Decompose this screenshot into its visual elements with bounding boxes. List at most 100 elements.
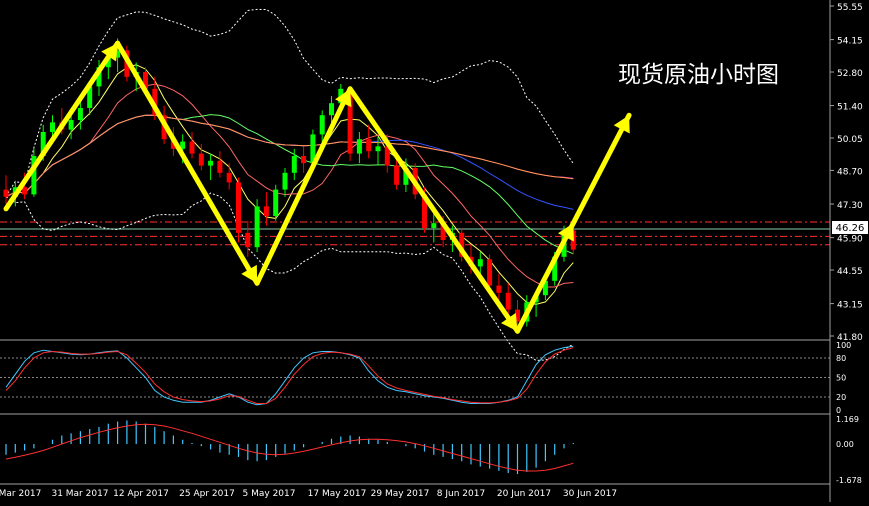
candle-body [440, 223, 446, 240]
trend-arrow-shaft [570, 112, 632, 226]
candle-body [542, 280, 548, 296]
y-tick-label: 41.80 [837, 333, 863, 343]
trend-arrow-shaft [254, 86, 353, 286]
trend-arrows [3, 40, 632, 334]
candle-body [431, 223, 437, 228]
y-tick-label: 47.30 [837, 201, 863, 211]
y-tick-label: 54.15 [837, 37, 863, 47]
trend-arrow-head [501, 312, 518, 332]
x-tick-label: 30 Jun 2017 [563, 489, 617, 499]
candle-body [22, 187, 28, 195]
current-price-label: 46.26 [832, 221, 868, 234]
trend-arrow-head [101, 43, 118, 62]
macd-tick-label: 1.169 [836, 415, 859, 424]
macd-signal [5, 423, 574, 472]
y-tick-label: 44.55 [837, 267, 863, 277]
candle-body [105, 57, 111, 68]
x-tick-label: 5 May 2017 [243, 489, 296, 499]
candle-body [236, 182, 241, 233]
candle-body [375, 146, 381, 152]
candle-body [319, 115, 325, 135]
y-tick-label: 48.70 [837, 167, 863, 177]
candle-body [263, 206, 269, 216]
candle-body [496, 285, 502, 293]
candle-body [254, 206, 260, 248]
trend-arrow-head [613, 115, 630, 134]
candle-body [87, 86, 93, 108]
moving-average-80 [5, 114, 574, 198]
candle-body [403, 168, 409, 185]
candle-body [310, 134, 316, 164]
candle-body [180, 141, 186, 149]
trend-arrow-shaft [3, 40, 121, 212]
y-tick-label: 45.90 [837, 235, 863, 245]
moving-average-10 [5, 83, 574, 288]
macd-tick-label: -1.678 [836, 476, 862, 485]
macd-pane [5, 420, 574, 475]
x-tick-label: 20 Jun 2017 [497, 489, 551, 499]
candle-body [291, 156, 297, 173]
candle-body [245, 232, 251, 248]
candle-body [329, 103, 334, 116]
candle-body [552, 256, 558, 281]
stoch-tick-label: 50 [836, 374, 846, 383]
candle-body [50, 122, 55, 132]
candle-body [384, 146, 390, 166]
x-tick-label: 29 May 2017 [371, 489, 430, 499]
stoch-line-2 [5, 347, 574, 404]
x-tick-label: Mar 2017 [0, 489, 41, 499]
candle-body [459, 232, 465, 257]
candle-body [394, 165, 400, 185]
trend-arrow-shaft [515, 220, 576, 334]
candle-body [282, 172, 288, 190]
candle-body [96, 67, 102, 87]
candle-body [226, 172, 232, 183]
candle-body [31, 156, 37, 195]
candle-body [40, 132, 46, 156]
candle-body [3, 189, 9, 197]
candle-body [189, 141, 195, 154]
x-tick-label: 25 Apr 2017 [179, 489, 235, 499]
current-price-text: 46.26 [836, 223, 865, 234]
candle-body [515, 309, 520, 322]
trend-arrow-head [557, 223, 574, 242]
stochastic-pane [0, 345, 830, 406]
candle-body [301, 156, 307, 164]
candle-body [77, 108, 83, 120]
bollinger-lower [5, 192, 574, 361]
trend-arrow-shaft [347, 86, 520, 334]
macd-tick-label: 0.00 [836, 440, 854, 449]
x-tick-label: 12 Apr 2017 [113, 489, 169, 499]
candle-body [366, 139, 372, 152]
y-tick-label: 50.05 [837, 135, 863, 145]
candle-body [505, 292, 511, 310]
candle-body [217, 160, 223, 173]
stoch-tick-label: 100 [836, 341, 851, 350]
y-tick-label: 43.15 [837, 301, 863, 311]
trend-arrow-shaft [115, 40, 260, 286]
stoch-line-1 [5, 345, 574, 406]
candle-body [198, 153, 204, 166]
candle-body [208, 160, 214, 166]
stoch-tick-label: 80 [836, 354, 846, 363]
y-tick-label: 52.80 [837, 69, 863, 79]
candle-body [487, 259, 493, 286]
candle-body [152, 88, 158, 116]
stoch-tick-label: 0 [836, 406, 841, 415]
trend-arrow-head [241, 264, 258, 284]
trend-arrow-head [335, 88, 352, 108]
moving-average-5 [5, 64, 574, 305]
y-tick-label: 55.55 [837, 3, 863, 13]
chart-title: 现货原油小时图 [618, 62, 779, 88]
y-tick-label: 51.40 [837, 103, 863, 113]
candle-body [422, 194, 427, 228]
bollinger-upper [5, 8, 574, 198]
x-tick-label: 31 Mar 2017 [51, 489, 108, 499]
candle-body [477, 259, 483, 267]
x-tick-label: 17 May 2017 [308, 489, 367, 499]
candle-body [115, 50, 121, 58]
candle-body [273, 189, 279, 216]
candle-body [347, 88, 353, 154]
